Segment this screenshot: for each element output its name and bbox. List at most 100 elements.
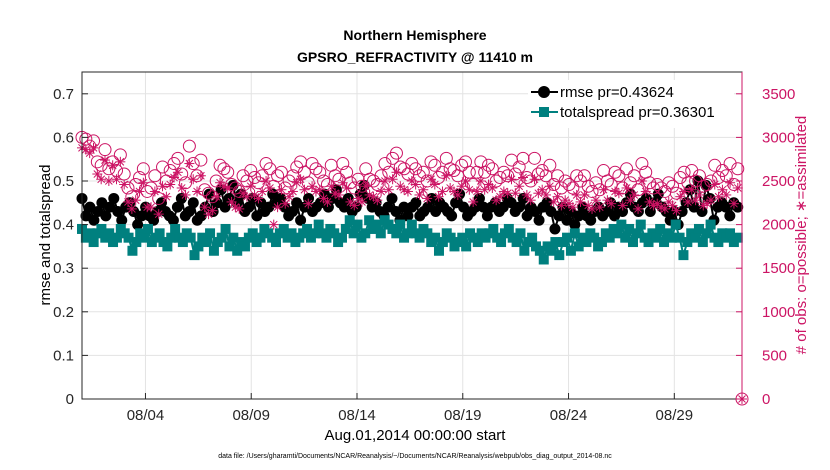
series-3-point-103: [471, 186, 482, 197]
series-3-point-144: [629, 189, 640, 200]
series-2-point-78: [374, 169, 388, 183]
series-2-point-105: [478, 165, 492, 179]
series-3-point-109: [495, 191, 506, 202]
series-3-point-27: [180, 189, 191, 200]
series-2-point-164: [704, 174, 718, 188]
series-2-point-66: [328, 169, 342, 183]
series-3-point-62: [314, 184, 325, 195]
series-1-point-36: [216, 232, 227, 243]
series-3-point-39: [226, 196, 237, 207]
legend-rmse-marker: [538, 86, 550, 98]
series-2-point-168: [719, 169, 733, 183]
series-1-point-52: [278, 223, 289, 234]
series-3-point-14: [130, 195, 141, 206]
series-3-point-112: [506, 174, 517, 185]
series-2-point-91: [424, 155, 438, 169]
series-1-point-20: [154, 228, 165, 239]
series-3-point-161: [694, 189, 705, 200]
series-3-point-16: [138, 177, 149, 188]
series-1-point-142: [628, 237, 639, 248]
series-3-point-35: [211, 191, 222, 202]
series-0-point-42: [243, 201, 255, 213]
series-2-point-138: [604, 177, 618, 191]
y-right-tick-label-7: 3500: [762, 86, 795, 103]
series-1-point-167: [725, 228, 736, 239]
series-0-point-15: [136, 210, 148, 222]
series-0-point-14: [132, 219, 144, 231]
y-tick-label-0: 0: [66, 391, 74, 408]
series-0-point-6: [100, 210, 112, 222]
series-3-point-113: [510, 188, 521, 199]
series-1-point-89: [422, 228, 433, 239]
series-1-point-154: [674, 232, 685, 243]
series-2-point-127: [562, 177, 576, 191]
y-axis-right-label: # of obs: o=possible; ∗=assimilated: [793, 116, 810, 355]
series-3-point-136: [598, 184, 609, 195]
x-tick-label-3: 08/19: [444, 407, 482, 424]
series-3-point-37: [218, 181, 229, 192]
legend-totalspread-label: totalspread pr=0.36301: [560, 104, 715, 121]
series-2-point-5: [94, 158, 108, 172]
y-right-tick-label-4: 2000: [762, 217, 795, 234]
series-1-point-12: [123, 232, 134, 243]
series-1-point-106: [488, 223, 499, 234]
y-tick-label-6: 0.6: [53, 129, 74, 146]
series-1-point-84: [402, 228, 413, 239]
series-1-point-119: [538, 254, 549, 265]
series-3-point-84: [399, 184, 410, 195]
series-3-point-125: [556, 200, 567, 211]
series-3-point-102: [468, 196, 479, 207]
series-1-point-9: [111, 232, 122, 243]
series-3-point-167: [717, 184, 728, 195]
series-2-point-44: [244, 164, 258, 178]
series-3-point-117: [525, 195, 536, 206]
series-3-point-50: [268, 219, 279, 230]
series-1-point-39: [228, 232, 239, 243]
series-3-point-6: [100, 155, 111, 166]
y-tick-label-1: 0.1: [53, 347, 74, 364]
series-0-point-55: [295, 214, 307, 226]
series-3-point-77: [372, 195, 383, 206]
series-1-point-63: [321, 232, 332, 243]
series-0-point-119: [549, 223, 561, 235]
series-3-point-123: [548, 196, 559, 207]
series-0-point-115: [533, 214, 545, 226]
series-3-point-105: [479, 184, 490, 195]
series-2-point-61: [309, 162, 323, 176]
y-right-tick-label-1: 500: [762, 347, 787, 364]
series-3-point-10: [115, 156, 126, 167]
series-1-point-158: [690, 232, 701, 243]
series-3-point-91: [425, 174, 436, 185]
series-3-point-48: [261, 176, 272, 186]
series-0-point-93: [446, 210, 458, 222]
series-3-point-107: [487, 182, 498, 193]
footer-data-file: data file: /Users/gharamti/Documents/NCA…: [218, 453, 612, 460]
y-tick-label-5: 0.5: [53, 173, 74, 190]
series-1-point-161: [701, 228, 712, 239]
series-3-point-66: [330, 188, 341, 199]
series-2-point-63: [317, 174, 331, 188]
series-3-point-169: [725, 177, 736, 188]
series-1-point-139: [616, 219, 627, 230]
series-1-point-110: [503, 223, 514, 234]
series-3-point-28: [184, 158, 195, 169]
series-3-point-142: [621, 182, 632, 193]
series-1-point-116: [527, 232, 538, 243]
series-0-point-23: [167, 214, 179, 226]
series-3-point-61: [310, 186, 321, 197]
series-0-point-156: [696, 206, 708, 218]
series-3-point-20: [153, 209, 164, 220]
series-0-point-36: [219, 201, 231, 213]
series-3-point-60: [307, 181, 318, 192]
series-0-point-62: [322, 201, 334, 213]
series-3-point-30: [192, 186, 203, 197]
series-2-point-165: [708, 158, 722, 172]
series-1-point-60: [309, 228, 320, 239]
series-2-point-89: [416, 165, 430, 179]
series-3-point-46: [253, 193, 264, 204]
series-1-point-24: [170, 223, 181, 234]
series-2-point-33: [202, 186, 216, 200]
series-1-point-138: [612, 228, 623, 239]
series-0-point-30: [195, 210, 207, 222]
